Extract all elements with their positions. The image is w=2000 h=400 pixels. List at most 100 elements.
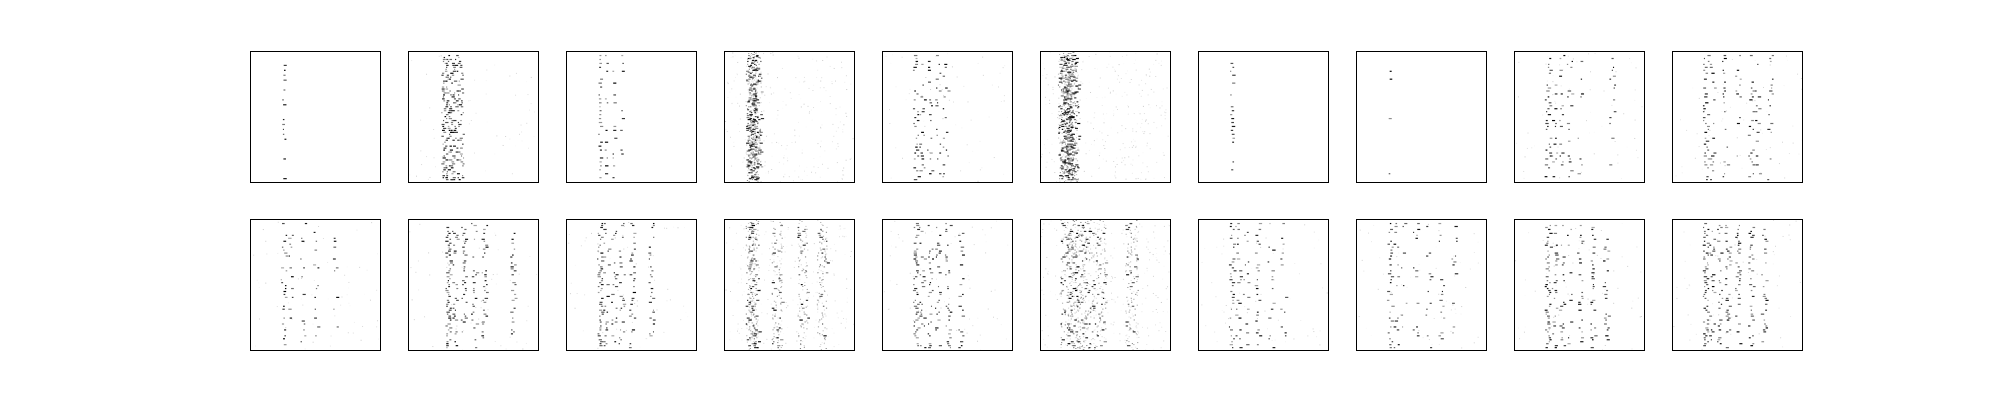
heatmap-cell xyxy=(1072,71,1075,73)
heatmap-cell xyxy=(757,131,759,133)
heatmap-cell xyxy=(750,221,753,223)
heatmap-cell xyxy=(935,78,939,80)
heatmap-cell xyxy=(611,323,614,325)
heatmap-cell xyxy=(1079,336,1081,338)
heatmap-cell xyxy=(486,284,488,286)
heatmap-cell xyxy=(1058,103,1060,105)
heatmap-cell xyxy=(455,328,457,330)
heatmap-cell xyxy=(758,267,760,269)
heatmap-cell xyxy=(1758,173,1763,175)
heatmap-cell xyxy=(943,301,945,303)
heatmap-cell xyxy=(1116,78,1118,80)
heatmap-cell xyxy=(916,234,920,236)
heatmap-cell xyxy=(1142,162,1144,164)
heatmap-cell xyxy=(1062,162,1064,164)
heatmap-cell xyxy=(1114,68,1116,70)
heatmap-cell xyxy=(804,256,807,258)
heatmap-cell xyxy=(778,269,780,271)
heatmap-cell xyxy=(954,236,956,238)
heatmap-cell xyxy=(913,305,918,307)
heatmap-cell xyxy=(732,249,734,251)
heatmap-cell xyxy=(757,181,759,182)
heatmap-cell xyxy=(446,299,450,301)
heatmap-cell xyxy=(1043,223,1045,225)
heatmap-cell xyxy=(807,317,810,319)
heatmap-cell xyxy=(771,307,775,309)
heatmap-cell xyxy=(1101,296,1103,298)
heatmap-cell xyxy=(453,303,456,305)
heatmap-cell xyxy=(1166,311,1168,313)
heatmap-cell xyxy=(1064,55,1068,58)
heatmap-cell xyxy=(1063,86,1067,88)
heatmap-cell xyxy=(1516,142,1518,144)
heatmap-cell xyxy=(445,114,449,116)
heatmap-cell xyxy=(1145,297,1147,299)
heatmap-cell xyxy=(755,318,757,320)
heatmap-cell xyxy=(447,78,450,80)
heatmap-cell xyxy=(1075,85,1077,87)
heatmap-cell xyxy=(817,308,819,310)
heatmap-cell xyxy=(376,326,378,328)
heatmap-cell xyxy=(776,77,778,79)
heatmap-cell xyxy=(1123,324,1125,326)
heatmap-cell xyxy=(1077,339,1079,341)
heatmap-cell xyxy=(1063,181,1066,182)
heatmap-cell xyxy=(600,284,604,286)
heatmap-cell xyxy=(1060,79,1062,81)
heatmap-cell xyxy=(1758,108,1762,110)
heatmap-cell xyxy=(1713,152,1717,154)
heatmap-cell xyxy=(1089,284,1091,285)
heatmap-cell xyxy=(485,244,489,246)
heatmap-cell xyxy=(803,81,805,83)
heatmap-cell xyxy=(1158,62,1160,64)
heatmap-cell xyxy=(782,246,784,247)
heatmap-cell xyxy=(511,173,513,175)
heatmap-cell xyxy=(821,318,823,320)
heatmap-cell xyxy=(606,311,609,313)
heatmap-cell xyxy=(1096,331,1099,333)
heatmap-cell xyxy=(1086,279,1088,281)
heatmap-cell xyxy=(750,134,752,136)
heatmap-cell xyxy=(495,234,497,236)
heatmap-cell xyxy=(750,273,752,275)
heatmap-cell xyxy=(1085,295,1087,297)
heatmap-cell xyxy=(1100,285,1102,287)
heatmap-cell xyxy=(758,118,761,121)
heatmap-cell xyxy=(773,254,775,256)
heatmap-cell xyxy=(803,327,805,329)
heatmap-cell xyxy=(928,347,931,349)
heatmap-cell xyxy=(1130,297,1132,299)
heatmap-cell xyxy=(751,337,753,339)
heatmap-cell xyxy=(780,230,782,232)
heatmap-cell xyxy=(776,337,779,339)
heatmap-cell xyxy=(770,348,772,350)
heatmap-cell xyxy=(1072,332,1074,334)
heatmap-cell xyxy=(445,88,449,90)
heatmap-cell xyxy=(1121,232,1123,234)
heatmap-cell xyxy=(1162,158,1164,160)
heatmap-cell xyxy=(1102,158,1104,160)
heatmap-cell xyxy=(291,296,294,298)
heatmap-cell xyxy=(755,102,757,104)
heatmap-cell xyxy=(1559,143,1563,145)
heatmap-cell xyxy=(1090,91,1092,93)
heatmap-cell xyxy=(802,324,804,326)
heatmap-cell xyxy=(486,299,488,301)
heatmap-cell xyxy=(349,305,351,307)
heatmap-cell xyxy=(1065,275,1067,277)
heatmap-cell xyxy=(798,233,800,235)
heatmap-cell xyxy=(600,289,602,292)
heatmap-cell xyxy=(1065,132,1067,134)
heatmap-cell xyxy=(912,320,914,322)
heatmap-cell xyxy=(917,134,919,136)
heatmap-cell xyxy=(1116,163,1118,165)
heatmap-cell xyxy=(285,327,287,329)
heatmap-panel-r2-c3 xyxy=(566,219,697,351)
heatmap-cell xyxy=(1073,83,1075,85)
heatmap-cell xyxy=(817,299,819,301)
heatmap-cell xyxy=(757,141,759,143)
heatmap-cell xyxy=(783,154,785,156)
heatmap-cell xyxy=(619,309,621,311)
heatmap-cell xyxy=(453,244,456,246)
heatmap-cell xyxy=(760,117,765,120)
